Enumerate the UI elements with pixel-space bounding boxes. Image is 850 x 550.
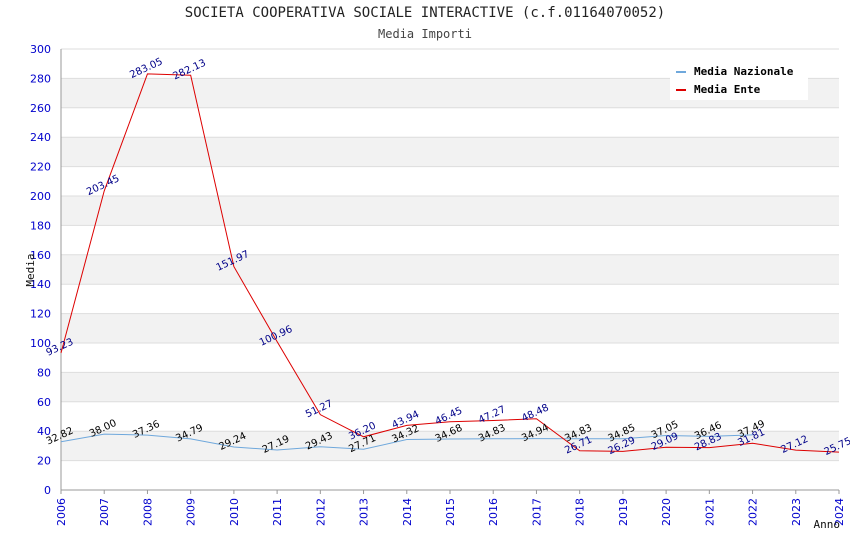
x-tick-label: 2020 (660, 498, 673, 526)
x-tick-label: 2018 (574, 498, 587, 526)
grid-band (61, 372, 839, 402)
legend-swatch-ente (676, 89, 686, 91)
y-tick-label: 120 (30, 308, 51, 321)
y-tick-label: 80 (37, 366, 51, 379)
x-tick-label: 2015 (444, 498, 457, 526)
y-tick-label: 180 (30, 219, 51, 232)
grid-band (61, 196, 839, 226)
grid-band (61, 225, 839, 255)
legend: Media Nazionale Media Ente (670, 60, 808, 100)
y-tick-label: 280 (30, 72, 51, 85)
y-tick-label: 0 (44, 484, 51, 497)
x-tick-label: 2008 (141, 498, 154, 526)
chart-subtitle: Media Importi (378, 27, 472, 41)
x-tick-label: 2007 (98, 498, 111, 526)
grid-band (61, 137, 839, 167)
x-tick-label: 2019 (617, 498, 630, 526)
y-tick-label: 220 (30, 161, 51, 174)
y-tick-label: 100 (30, 337, 51, 350)
chart-title: SOCIETA COOPERATIVA SOCIALE INTERACTIVE … (184, 5, 666, 21)
legend-swatch-nazionale (676, 71, 686, 73)
y-tick-label: 20 (37, 455, 51, 468)
series-line-nazionale (60, 433, 753, 451)
x-tick-label: 2009 (185, 498, 198, 526)
legend-item-ente: Media Ente (676, 82, 760, 98)
grid-band (61, 284, 839, 314)
x-tick-label: 2011 (271, 498, 284, 526)
x-tick-label: 2012 (314, 498, 327, 526)
x-tick-label: 2024 (833, 498, 846, 526)
y-tick-label: 300 (30, 43, 51, 56)
y-tick-label: 140 (30, 278, 51, 291)
legend-item-nazionale: Media Nazionale (676, 64, 793, 80)
x-tick-label: 2023 (790, 498, 803, 526)
grid-band (61, 107, 839, 138)
grid-band (61, 401, 839, 432)
x-tick-label: 2021 (703, 498, 716, 526)
grid-band (61, 343, 839, 373)
grid-band (61, 254, 839, 285)
grid-band (61, 166, 839, 196)
y-tick-label: 240 (30, 131, 51, 144)
x-tick-label: 2010 (228, 498, 241, 526)
y-axis-title: Media (24, 253, 37, 286)
x-tick-label: 2017 (530, 498, 543, 526)
x-tick-label: 2014 (401, 498, 414, 526)
grid-band (61, 313, 839, 343)
x-tick-label: 2016 (487, 498, 500, 526)
x-axis-title: Anno (814, 518, 841, 531)
y-tick-label: 200 (30, 190, 51, 203)
y-tick-label: 260 (30, 102, 51, 115)
y-tick-label: 40 (37, 425, 51, 438)
grid-band (61, 460, 839, 490)
legend-label-ente: Media Ente (694, 83, 761, 96)
x-tick-label: 2022 (747, 498, 760, 526)
legend-label-nazionale: Media Nazionale (694, 65, 794, 78)
x-tick-label: 2013 (358, 498, 371, 526)
x-tick-label: 2006 (55, 498, 68, 526)
y-tick-label: 160 (30, 249, 51, 262)
series-line-ente (60, 73, 840, 453)
y-tick-label: 60 (37, 396, 51, 409)
